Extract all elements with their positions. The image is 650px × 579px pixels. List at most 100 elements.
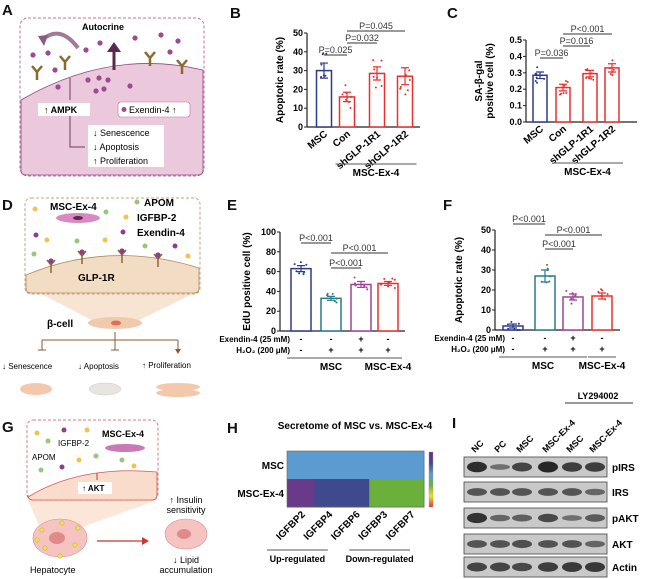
protein-band (467, 512, 487, 524)
exendin-dot (158, 32, 164, 38)
data-point (600, 295, 603, 298)
condition-value: + (570, 344, 575, 354)
data-point (562, 92, 565, 95)
bar (290, 267, 312, 332)
protein-band (467, 562, 487, 572)
data-point (588, 77, 591, 80)
panel-label-c: C (447, 5, 458, 22)
data-point (404, 73, 407, 76)
group-label: Up-regulated (270, 554, 326, 564)
lipid-droplet-icon (59, 520, 65, 526)
data-point (540, 280, 543, 283)
lipid-droplet-icon (34, 537, 40, 543)
data-point (348, 101, 351, 104)
data-point (320, 75, 323, 78)
y-axis-label: SA-β-gal (474, 60, 485, 101)
bound-exendin-dot (155, 252, 161, 258)
heatmap-border (286, 450, 425, 508)
protein-band (562, 540, 582, 548)
exendin-dot (175, 38, 181, 44)
p-value-label: P<0.001 (512, 214, 546, 224)
secretion-arrowhead-icon (107, 42, 121, 52)
data-point (586, 68, 589, 71)
blot-strip (463, 556, 608, 578)
data-point (510, 320, 513, 323)
data-point (302, 273, 305, 276)
panel-label: G (2, 419, 14, 436)
protein-band (490, 488, 510, 496)
exendin-dot (85, 77, 91, 83)
panel-label-b: B (230, 5, 241, 22)
data-point (324, 74, 327, 77)
apom-dot (31, 251, 37, 257)
data-point (516, 329, 519, 331)
y-tick-label: 10 (293, 103, 303, 113)
bar (315, 69, 333, 128)
heatmap-title: Secretome of MSC vs. MSC-Ex-4 (278, 421, 433, 432)
data-point (572, 298, 575, 301)
data-point (298, 272, 301, 275)
heatmap-row-label: MSC-Ex-4 (237, 489, 284, 500)
proliferating-cells-icon (156, 383, 200, 391)
factor-dot (119, 457, 125, 463)
panel-label: D (2, 197, 13, 214)
msc-cell-icon (105, 444, 145, 452)
condition-value: - (387, 334, 390, 344)
proliferation-arrowhead-icon (175, 349, 181, 354)
lane-label: MSC (564, 433, 586, 455)
protein-band (467, 488, 487, 496)
lipid-droplet-icon (39, 527, 45, 533)
panel-label: A (2, 2, 13, 19)
effects-box (88, 125, 164, 167)
protein-band (562, 562, 582, 572)
msc-ex4-label: MSC-Ex-4 (50, 202, 97, 213)
data-point (570, 297, 573, 300)
protein-band (538, 461, 558, 473)
effect-proliferation: ↑ Proliferation (142, 361, 191, 370)
blot-row-label: AKT (612, 540, 633, 551)
data-point (565, 289, 568, 292)
y-tick-label: 50 (293, 28, 303, 38)
panel-label-f: F (443, 197, 452, 214)
insulin-label: ↑ Insulin (169, 495, 202, 505)
protein-band (585, 462, 605, 472)
panel-label-h: H (227, 420, 238, 437)
p-value-label: P<0.001 (343, 243, 377, 253)
colorbar (428, 451, 434, 508)
panel-a: A Autocrine ↑ AMPK Exendin-4 ↑ ↓ Senesce… (2, 2, 205, 177)
blot-strip (463, 481, 608, 503)
exendin-dot (33, 232, 39, 238)
error-bar (401, 67, 409, 86)
data-point (584, 68, 587, 71)
protein-band (490, 464, 510, 470)
data-point (548, 280, 551, 283)
data-point (570, 302, 573, 305)
effect-proliferation: ↑ Proliferation (93, 156, 148, 166)
panel-d: D MSC-Ex-4 APOM IGFBP-2 Exendin-4 GLP-1R… (2, 197, 201, 397)
p-value-label: P<0.001 (299, 233, 333, 243)
igfbp2-dot (185, 253, 191, 259)
y-tick-label: 0.4 (509, 51, 522, 61)
data-point (406, 89, 409, 92)
igfbp2-label: IGFBP-2 (58, 439, 90, 448)
zoom-cone (40, 293, 195, 322)
apom-dot (74, 238, 80, 244)
data-point (320, 63, 323, 66)
data-point (534, 79, 537, 82)
panel-label-e: E (227, 197, 237, 214)
data-point (366, 288, 369, 291)
protein-band (512, 562, 532, 572)
bar (368, 72, 386, 128)
y-axis-label: positive cell (%) (485, 43, 496, 119)
group-label: MSC-Ex-4 (353, 168, 400, 179)
blot-row-label: Actin (612, 563, 637, 574)
data-point (611, 59, 614, 62)
receptor-icon (31, 65, 43, 80)
data-point (372, 59, 375, 62)
protein-band (538, 488, 558, 496)
senescent-cell-icon (20, 383, 52, 395)
legend-exendin: Exendin-4 (137, 228, 185, 239)
